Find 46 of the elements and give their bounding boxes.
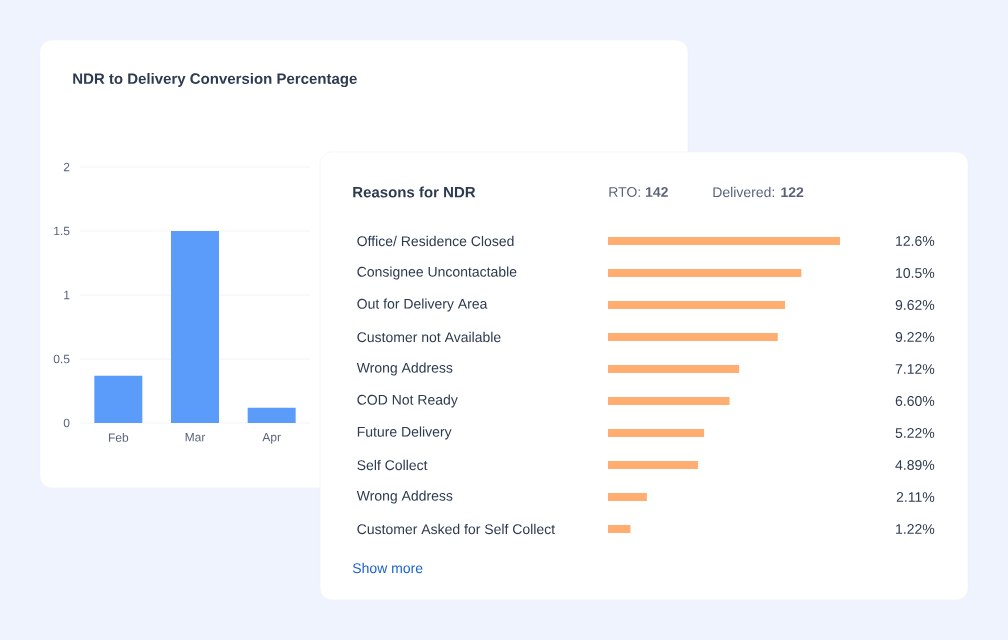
x-tick-label: Feb	[108, 433, 129, 442]
bar	[171, 231, 219, 423]
data-label: 9.62%	[895, 300, 935, 310]
y-tick-label: Consignee Uncontactable	[357, 266, 517, 280]
x-tick-label: Mar	[185, 433, 206, 442]
text: Show more	[352, 562, 423, 574]
bar	[247, 407, 296, 423]
bar	[608, 268, 802, 277]
x-tick-label: Apr	[262, 433, 281, 444]
y-tick-label: Wrong Address	[356, 362, 453, 376]
text: Reasons for NDR	[353, 186, 476, 198]
y-tick-label: Office/ Residence Closed	[357, 235, 514, 247]
y-tick-label: Customer not Available	[357, 331, 501, 343]
y-tick-label: 1.5	[54, 226, 70, 236]
bar	[608, 236, 840, 245]
y-tick-label: Future Delivery	[357, 426, 452, 440]
bar	[608, 332, 778, 341]
bar	[608, 397, 730, 405]
bar	[94, 375, 143, 423]
y-tick-label: Self Collect	[357, 459, 428, 471]
data-label: 1.22%	[896, 524, 935, 534]
bar	[608, 493, 647, 501]
data-label: 10.5%	[896, 268, 935, 278]
y-tick-label: 0.5	[53, 354, 70, 364]
data-label: 4.89%	[895, 460, 935, 470]
y-tick-label: COD Not Ready	[357, 394, 458, 408]
data-label: 2.11%	[896, 492, 935, 502]
data-label: 6.60%	[895, 396, 935, 406]
y-tick-label: 0	[63, 418, 70, 428]
y-tick-label: Out for Delivery Area	[357, 298, 488, 312]
data-label: 5.22%	[895, 428, 935, 438]
data-label: 7.12%	[895, 364, 935, 374]
bar	[608, 300, 786, 309]
data-label: 12.6%	[896, 236, 935, 246]
y-tick-label: 2	[63, 162, 70, 172]
chart-title: NDR to Delivery Conversion Percentage	[73, 72, 357, 88]
bar	[608, 461, 699, 469]
y-tick-label: Wrong Address	[356, 490, 453, 504]
y-tick-label: 1	[64, 290, 70, 300]
y-tick-label: Customer Asked for Self Collect	[357, 523, 555, 535]
bar	[608, 429, 705, 437]
text: Delivered: 122	[713, 186, 804, 198]
bar	[608, 525, 631, 533]
bar	[608, 365, 740, 373]
text: RTO: 142	[609, 187, 668, 197]
data-label: 9.22%	[895, 332, 935, 342]
